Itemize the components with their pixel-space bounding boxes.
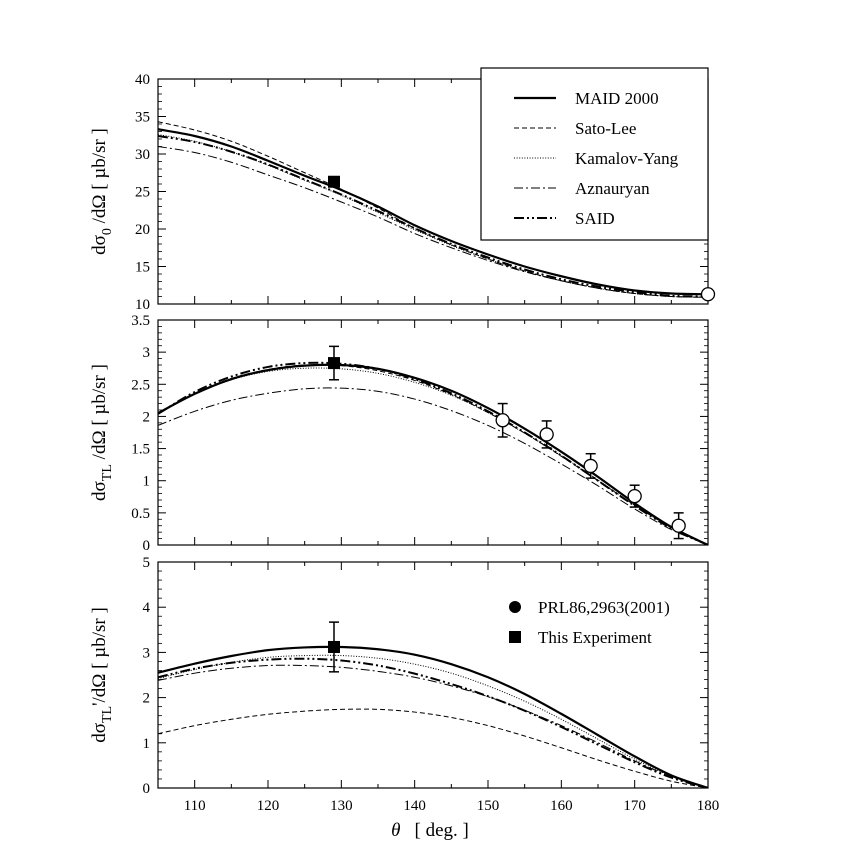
y-axis-label-main: dσ xyxy=(89,235,110,255)
y-axis-label-rest: /dΩ [ µb/sr ] xyxy=(89,364,110,464)
legend-label: This Experiment xyxy=(538,628,652,647)
plot-frame xyxy=(157,561,709,789)
point-this-experiment xyxy=(328,357,340,370)
y-axis-label: dσ0 /dΩ [ µb/sr ] xyxy=(89,128,115,255)
legend-label: MAID 2000 xyxy=(575,89,659,108)
panel-dsigma0: 10 15 20 25 30 35 40 dσ0 /dΩ [ µb/sr ] MAID 2000… xyxy=(89,67,716,313)
series-sato-lee xyxy=(158,364,708,545)
legend-label: SAID xyxy=(575,209,615,228)
y-axis-label-sub: TL xyxy=(100,464,115,481)
x-tick-label: 140 xyxy=(403,798,426,814)
plot-frame xyxy=(157,319,709,546)
point-prl86 xyxy=(700,287,716,302)
series-maid-2000 xyxy=(158,363,708,545)
panel-dsigmaTL: 0 0.5 1 1.5 2 2.5 3 3.5 dσTL /dΩ [ µb/sr ] xyxy=(89,313,709,554)
y-axis-label-sub: TL xyxy=(100,706,115,723)
y-tick-label: 20 xyxy=(135,222,150,238)
point-this-experiment xyxy=(328,640,340,653)
y-tick-label: 0 xyxy=(143,781,151,797)
x-axis-label: θ [ deg. ] xyxy=(391,820,469,841)
legend-label: Kamalov-Yang xyxy=(575,149,679,168)
point-prl86 xyxy=(671,518,686,533)
series-maid-2000 xyxy=(158,128,708,296)
legend-marker-square xyxy=(509,631,521,643)
y-tick-label: 5 xyxy=(143,555,151,571)
legend-label: PRL86,2963(2001) xyxy=(538,598,670,617)
y-tick-label: 4 xyxy=(143,600,151,616)
y-tick-label: 1 xyxy=(143,474,151,490)
legend-label: Aznauryan xyxy=(575,179,650,198)
series-aznauryan xyxy=(158,664,708,788)
legend-box xyxy=(480,67,709,241)
panel-dsigmaTLprime: 0 1 2 3 4 5 110 120 130 140 150 160 170 180 dσTL'/dΩ [… xyxy=(89,555,719,814)
y-tick-label: 30 xyxy=(135,147,150,163)
legend-label: Sato-Lee xyxy=(575,119,636,138)
series-sato-lee xyxy=(158,708,708,788)
y-tick-label: 0.5 xyxy=(131,506,150,522)
y-tick-label: 2 xyxy=(143,409,151,425)
y-tick-label: 3 xyxy=(143,645,151,661)
y-tick-label: 25 xyxy=(135,185,150,201)
x-tick-label: 130 xyxy=(330,798,353,814)
y-tick-label: 3.5 xyxy=(131,313,150,329)
x-tick-label: 170 xyxy=(623,798,646,814)
y-axis-label-main: dσ xyxy=(89,481,110,501)
y-tick-label: 35 xyxy=(135,110,150,126)
x-tick-label: 160 xyxy=(550,798,573,814)
legend-marker-circle xyxy=(509,601,521,613)
series-kamalov-yang xyxy=(158,367,708,545)
x-tick-label: 150 xyxy=(477,798,500,814)
x-tick-label: 110 xyxy=(184,798,206,814)
point-prl86 xyxy=(583,458,598,474)
y-tick-label: 15 xyxy=(135,260,150,276)
y-axis-label: dσTL'/dΩ [ µb/sr ] xyxy=(89,607,115,743)
y-tick-label: 1.5 xyxy=(131,442,150,458)
x-tick-label: 180 xyxy=(697,798,720,814)
series-maid-2000 xyxy=(158,645,708,788)
y-axis-label: dσTL /dΩ [ µb/sr ] xyxy=(89,364,115,501)
y-tick-label: 10 xyxy=(135,297,150,313)
x-axis-label-units: [ deg. ] xyxy=(415,820,469,841)
series-aznauryan xyxy=(158,146,708,298)
y-tick-label: 3 xyxy=(143,345,151,361)
y-tick-label: 2 xyxy=(143,691,151,707)
series-said xyxy=(158,657,708,788)
y-axis-label-rest: '/dΩ [ µb/sr ] xyxy=(89,607,110,706)
x-axis-label-theta: θ xyxy=(391,820,400,841)
series-kamalov-yang xyxy=(158,654,708,788)
y-axis-label-sub: 0 xyxy=(100,228,115,235)
y-axis-label-rest: /dΩ [ µb/sr ] xyxy=(89,128,110,228)
series-said xyxy=(158,361,708,545)
y-tick-label: 40 xyxy=(135,72,150,88)
y-axis-label-main: dσ xyxy=(89,723,110,743)
y-tick-label: 2.5 xyxy=(131,377,150,393)
point-prl86 xyxy=(539,427,554,442)
x-tick-label: 120 xyxy=(257,798,280,814)
y-tick-label: 0 xyxy=(143,538,151,554)
y-tick-label: 1 xyxy=(143,736,151,752)
point-prl86 xyxy=(627,488,642,504)
point-prl86 xyxy=(495,413,510,428)
point-this-experiment xyxy=(328,175,340,188)
series-said xyxy=(158,135,708,298)
series-aznauryan xyxy=(158,387,708,545)
